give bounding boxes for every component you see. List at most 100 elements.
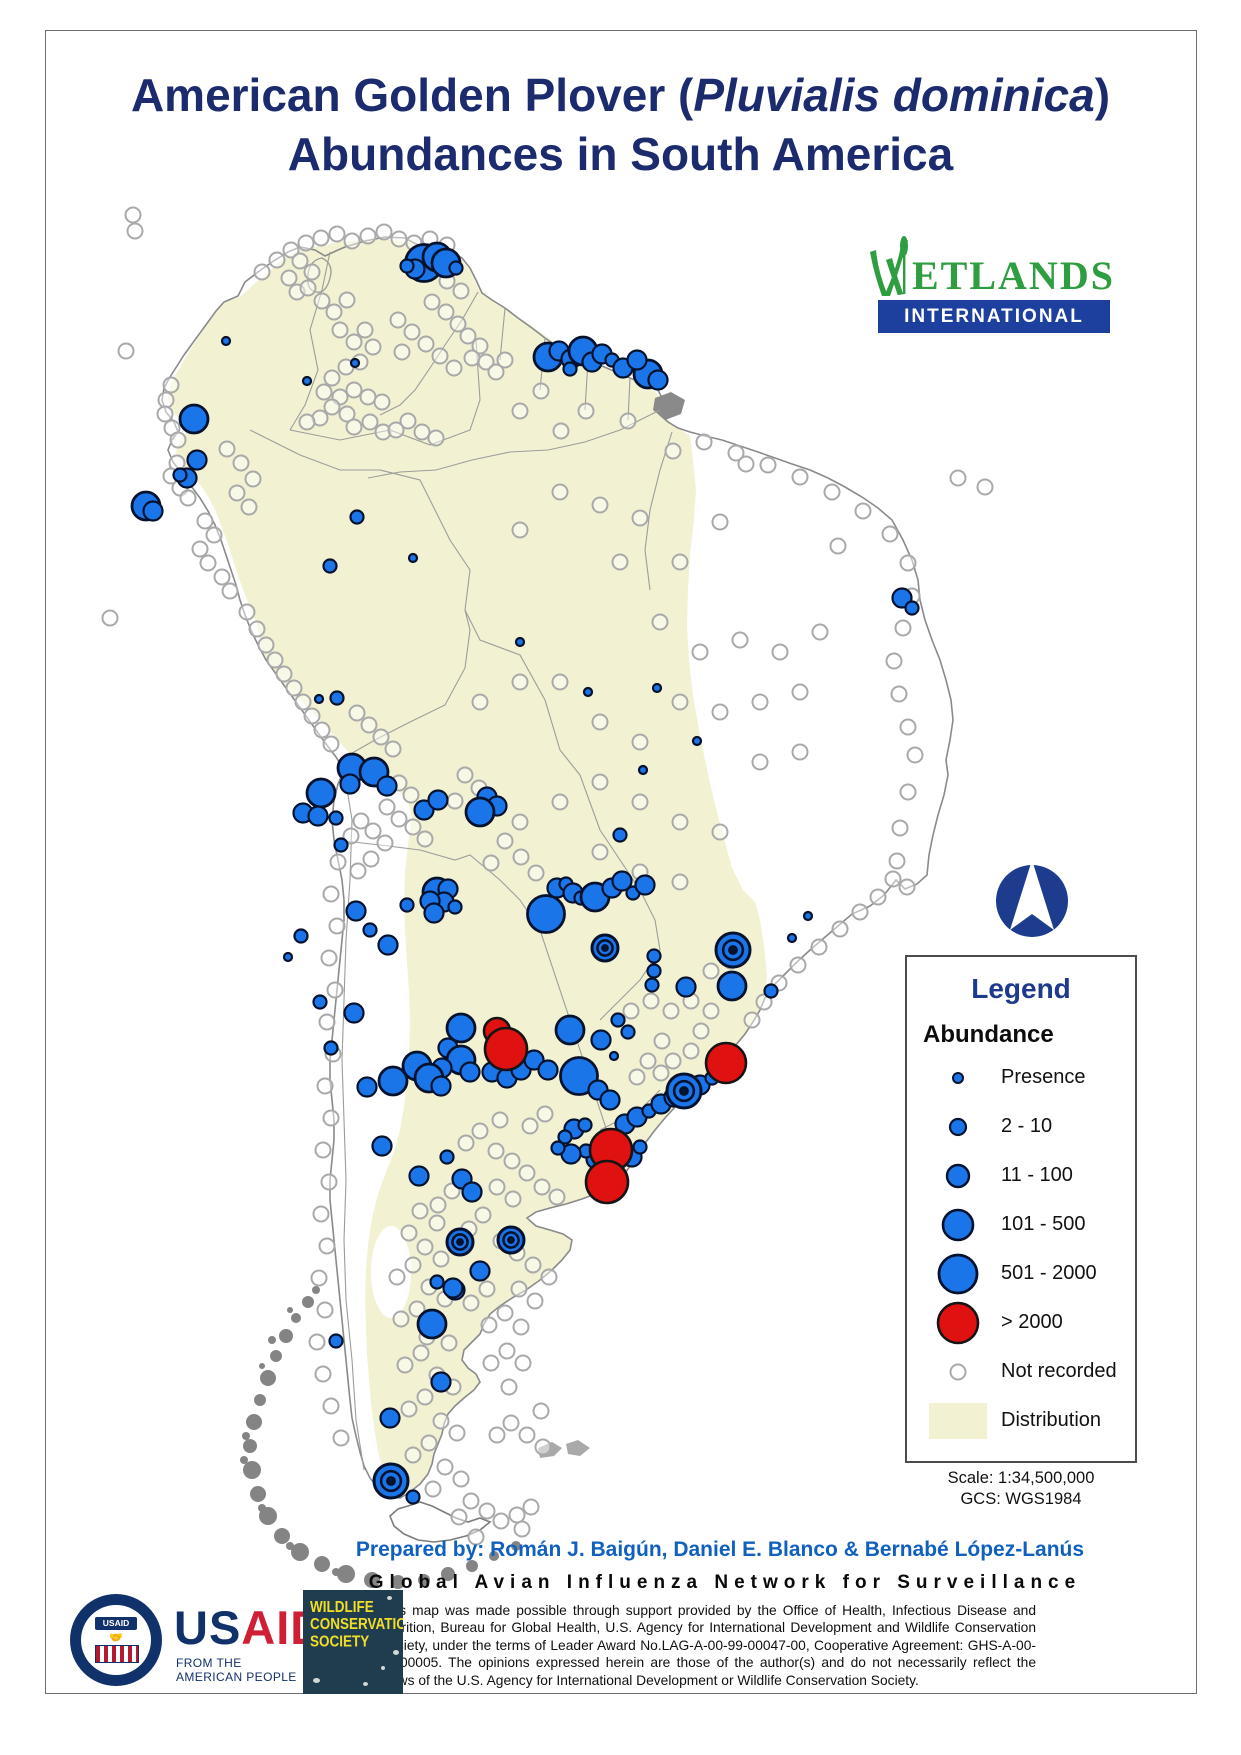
map-point — [316, 1301, 334, 1319]
map-point — [626, 349, 648, 371]
map-point — [652, 1064, 670, 1082]
map-point — [577, 402, 595, 420]
map-point — [343, 232, 361, 250]
map-point — [491, 1111, 509, 1129]
wetlands-wordmark: ETLANDS — [912, 253, 1115, 298]
map-point — [731, 631, 749, 649]
map-point — [514, 1354, 532, 1372]
map-point — [457, 1134, 475, 1152]
map-point — [891, 819, 909, 837]
usaid-seal-icon: USAID 🤝 — [70, 1594, 162, 1686]
map-point — [488, 1426, 506, 1444]
map-point — [664, 1052, 682, 1070]
legend-label: Not recorded — [1001, 1360, 1117, 1382]
map-point — [511, 813, 529, 831]
map-point — [338, 291, 356, 309]
map-point — [751, 753, 769, 771]
map-point — [653, 1032, 671, 1050]
map-point — [521, 1117, 539, 1135]
map-point — [512, 1318, 530, 1336]
map-point — [437, 303, 455, 321]
map-point — [431, 347, 449, 365]
map-point — [711, 823, 729, 841]
map-point — [323, 398, 341, 416]
map-point — [811, 623, 829, 641]
map-point — [534, 1438, 552, 1456]
map-point — [268, 251, 286, 269]
map-point — [637, 764, 649, 776]
map-point — [303, 707, 321, 725]
map-point — [447, 899, 463, 915]
map-point — [313, 721, 331, 739]
legend-title: Legend — [971, 973, 1071, 1004]
map-point — [338, 405, 356, 423]
wetlands-international-logo: ETLANDS INTERNATIONAL — [856, 228, 1113, 340]
map-point — [313, 693, 325, 705]
map-point — [312, 994, 328, 1010]
map-point — [498, 1342, 516, 1360]
map-point — [888, 852, 906, 870]
usaid-logo: USAID 🤝 USAID FROM THE AMERICAN PEOPLE — [70, 1592, 324, 1692]
map-point — [445, 1012, 477, 1044]
map-point — [285, 679, 303, 697]
legend-item-presence: Presence — [907, 1053, 1135, 1102]
map-point — [316, 1077, 334, 1095]
map-point — [869, 888, 887, 906]
map-point — [526, 1292, 544, 1310]
map-point — [411, 1202, 429, 1220]
map-point — [532, 1402, 550, 1420]
map-point — [218, 440, 236, 458]
map-point — [416, 830, 434, 848]
map-point — [898, 878, 916, 896]
map-point — [691, 735, 703, 747]
map-point — [526, 894, 566, 934]
map-point — [513, 1520, 531, 1538]
map-point — [482, 1354, 500, 1372]
map-point — [608, 1050, 620, 1062]
map-point — [894, 619, 912, 637]
map-point — [512, 848, 530, 866]
map-point — [372, 728, 390, 746]
map-point — [328, 1333, 344, 1349]
map-point — [496, 1304, 514, 1322]
map-point — [711, 703, 729, 721]
map-point — [312, 1205, 330, 1223]
r2_10-symbol — [929, 1104, 987, 1150]
map-point — [562, 361, 578, 377]
map-point — [408, 1165, 430, 1187]
map-point — [511, 402, 529, 420]
map-point — [890, 685, 908, 703]
map-point — [376, 775, 398, 797]
distribution-symbol — [929, 1398, 987, 1444]
map-point — [244, 470, 262, 488]
legend-label: 11 - 100 — [1001, 1164, 1073, 1186]
tierra-del-fuego — [389, 1501, 492, 1543]
map-point — [349, 357, 361, 369]
map-point — [323, 1040, 339, 1056]
map-point — [345, 381, 363, 399]
map-point — [500, 1378, 518, 1396]
map-point — [248, 620, 266, 638]
map-point — [172, 467, 188, 483]
map-point — [823, 483, 841, 501]
map-point — [323, 369, 341, 387]
map-point — [791, 743, 809, 761]
map-point — [342, 827, 360, 845]
usaid-seal-text: USAID — [95, 1617, 137, 1630]
map-point — [642, 992, 660, 1010]
map-point — [396, 1356, 414, 1374]
map-point — [389, 311, 407, 329]
map-point — [802, 910, 814, 922]
map-point — [692, 1022, 710, 1040]
map-point — [445, 359, 463, 377]
map-point — [671, 553, 689, 571]
scale-text: Scale: 1:34,500,000 — [947, 1469, 1095, 1487]
map-point — [417, 335, 435, 353]
map-point — [320, 949, 338, 967]
map-point — [612, 827, 628, 843]
map-point — [294, 693, 312, 711]
map-point — [345, 333, 363, 351]
wetlands-international-banner: INTERNATIONAL — [878, 300, 1110, 333]
map-point — [507, 1236, 515, 1244]
map-point — [328, 917, 346, 935]
